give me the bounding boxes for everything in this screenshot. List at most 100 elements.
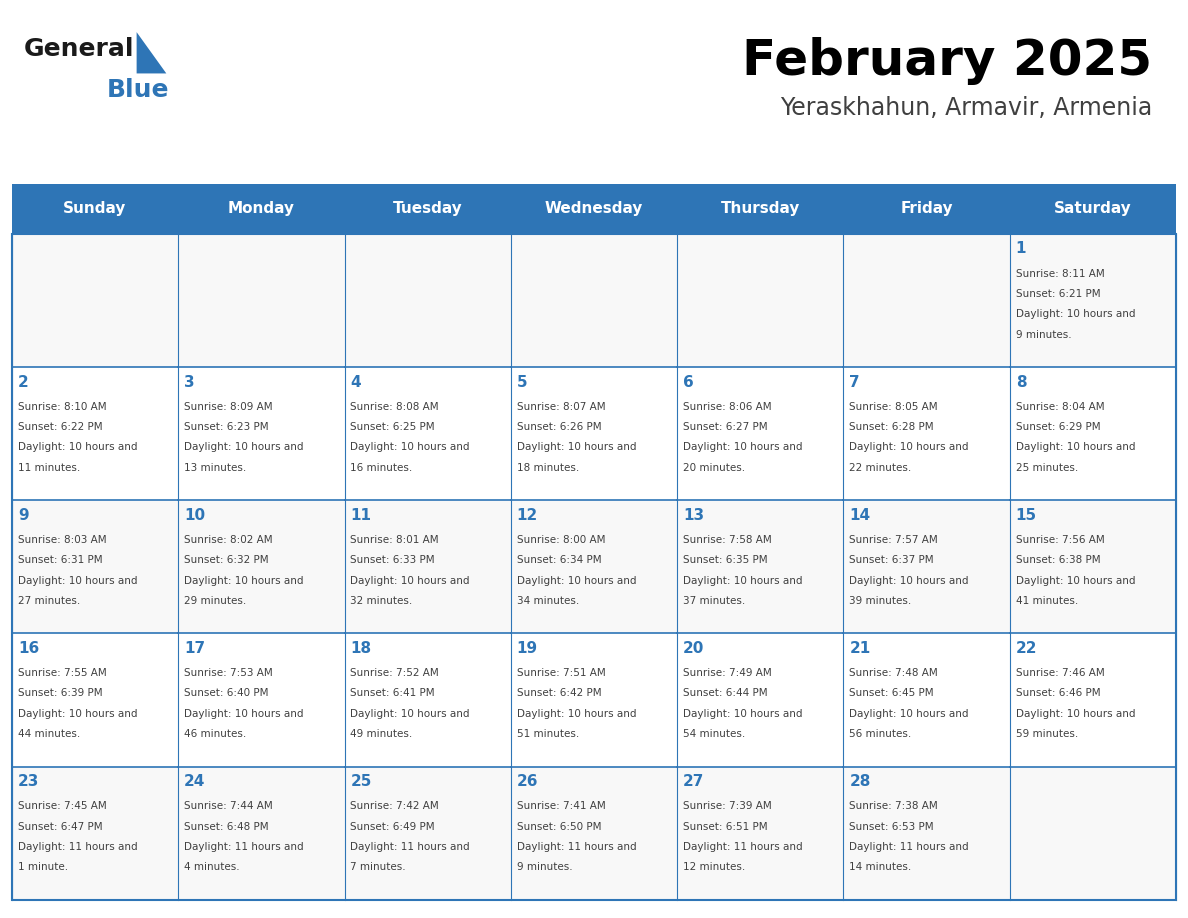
Text: Daylight: 10 hours and: Daylight: 10 hours and [849,442,969,453]
Text: Sunrise: 8:02 AM: Sunrise: 8:02 AM [184,535,273,545]
Bar [178,767,345,900]
Bar [12,767,178,900]
Text: Sunrise: 7:39 AM: Sunrise: 7:39 AM [683,801,772,812]
Bar [345,767,511,900]
Text: 22: 22 [1016,641,1037,655]
Text: 59 minutes.: 59 minutes. [1016,729,1078,739]
Text: 8: 8 [1016,375,1026,389]
Text: Sunrise: 7:45 AM: Sunrise: 7:45 AM [18,801,107,812]
Text: Thursday: Thursday [721,201,800,217]
Text: 12 minutes.: 12 minutes. [683,862,745,872]
Text: Sunset: 6:25 PM: Sunset: 6:25 PM [350,422,435,432]
Text: Daylight: 10 hours and: Daylight: 10 hours and [517,576,637,586]
Text: 29 minutes.: 29 minutes. [184,596,246,606]
Bar [178,367,345,500]
Text: Daylight: 10 hours and: Daylight: 10 hours and [683,709,803,719]
Text: 32 minutes.: 32 minutes. [350,596,412,606]
Text: Daylight: 10 hours and: Daylight: 10 hours and [1016,309,1136,319]
Bar [511,767,677,900]
Text: Daylight: 10 hours and: Daylight: 10 hours and [18,709,138,719]
Bar [677,367,843,500]
Text: Sunset: 6:50 PM: Sunset: 6:50 PM [517,822,601,832]
Text: 44 minutes.: 44 minutes. [18,729,80,739]
Text: Sunset: 6:27 PM: Sunset: 6:27 PM [683,422,767,432]
Text: Sunrise: 7:48 AM: Sunrise: 7:48 AM [849,668,939,678]
Text: 17: 17 [184,641,206,655]
Bar [511,367,677,500]
Text: 13 minutes.: 13 minutes. [184,463,246,473]
Bar [511,633,677,767]
Bar [843,367,1010,500]
Text: 21: 21 [849,641,871,655]
Bar [178,500,345,633]
Bar [511,500,677,633]
Text: 9 minutes.: 9 minutes. [517,862,573,872]
Bar [345,234,511,367]
Text: 12: 12 [517,508,538,522]
Text: 41 minutes.: 41 minutes. [1016,596,1078,606]
Text: 28: 28 [849,774,871,789]
Text: 7 minutes.: 7 minutes. [350,862,406,872]
Text: 5: 5 [517,375,527,389]
Text: Sunrise: 7:46 AM: Sunrise: 7:46 AM [1016,668,1105,678]
Text: Sunset: 6:51 PM: Sunset: 6:51 PM [683,822,767,832]
Text: Sunday: Sunday [63,201,127,217]
Text: 7: 7 [849,375,860,389]
Text: 9 minutes.: 9 minutes. [1016,330,1072,340]
Text: 56 minutes.: 56 minutes. [849,729,911,739]
Text: Daylight: 11 hours and: Daylight: 11 hours and [350,842,470,852]
Text: 2: 2 [18,375,29,389]
Text: 14 minutes.: 14 minutes. [849,862,911,872]
Text: Daylight: 11 hours and: Daylight: 11 hours and [517,842,637,852]
Text: Daylight: 10 hours and: Daylight: 10 hours and [683,576,803,586]
Bar [1010,367,1176,500]
Text: Daylight: 10 hours and: Daylight: 10 hours and [18,576,138,586]
Text: Daylight: 10 hours and: Daylight: 10 hours and [184,442,304,453]
Text: 4: 4 [350,375,361,389]
Text: 9: 9 [18,508,29,522]
Text: 3: 3 [184,375,195,389]
Bar [843,633,1010,767]
Text: Sunrise: 8:05 AM: Sunrise: 8:05 AM [849,402,939,412]
Bar [677,633,843,767]
Text: Sunset: 6:22 PM: Sunset: 6:22 PM [18,422,102,432]
Text: Sunrise: 8:08 AM: Sunrise: 8:08 AM [350,402,440,412]
Bar [345,367,511,500]
Text: 27: 27 [683,774,704,789]
Text: Sunset: 6:49 PM: Sunset: 6:49 PM [350,822,435,832]
Bar [12,367,178,500]
Text: Daylight: 10 hours and: Daylight: 10 hours and [184,709,304,719]
Text: Sunset: 6:44 PM: Sunset: 6:44 PM [683,688,767,699]
Text: Sunset: 6:48 PM: Sunset: 6:48 PM [184,822,268,832]
Text: 18: 18 [350,641,372,655]
Text: 37 minutes.: 37 minutes. [683,596,745,606]
Text: 20 minutes.: 20 minutes. [683,463,745,473]
Text: 54 minutes.: 54 minutes. [683,729,745,739]
Text: Monday: Monday [228,201,295,217]
Text: Tuesday: Tuesday [393,201,462,217]
Text: 49 minutes.: 49 minutes. [350,729,412,739]
Text: 18 minutes.: 18 minutes. [517,463,579,473]
Text: 13: 13 [683,508,704,522]
Text: Sunrise: 8:11 AM: Sunrise: 8:11 AM [1016,269,1105,279]
Text: Daylight: 10 hours and: Daylight: 10 hours and [517,442,637,453]
Text: Sunrise: 8:07 AM: Sunrise: 8:07 AM [517,402,606,412]
Text: Sunrise: 7:38 AM: Sunrise: 7:38 AM [849,801,939,812]
Text: Sunrise: 7:56 AM: Sunrise: 7:56 AM [1016,535,1105,545]
Bar [1010,234,1176,367]
Text: Sunset: 6:53 PM: Sunset: 6:53 PM [849,822,934,832]
Text: 24: 24 [184,774,206,789]
Text: 1: 1 [1016,241,1026,256]
Bar [1010,767,1176,900]
Text: Sunset: 6:35 PM: Sunset: 6:35 PM [683,555,767,565]
Text: Sunset: 6:31 PM: Sunset: 6:31 PM [18,555,102,565]
Text: 51 minutes.: 51 minutes. [517,729,579,739]
Text: 25 minutes.: 25 minutes. [1016,463,1078,473]
Polygon shape [137,32,166,73]
Text: Sunset: 6:29 PM: Sunset: 6:29 PM [1016,422,1100,432]
Text: Daylight: 11 hours and: Daylight: 11 hours and [18,842,138,852]
Text: Daylight: 10 hours and: Daylight: 10 hours and [849,709,969,719]
Text: Sunset: 6:45 PM: Sunset: 6:45 PM [849,688,934,699]
Bar [12,234,178,367]
Text: Daylight: 10 hours and: Daylight: 10 hours and [1016,709,1136,719]
